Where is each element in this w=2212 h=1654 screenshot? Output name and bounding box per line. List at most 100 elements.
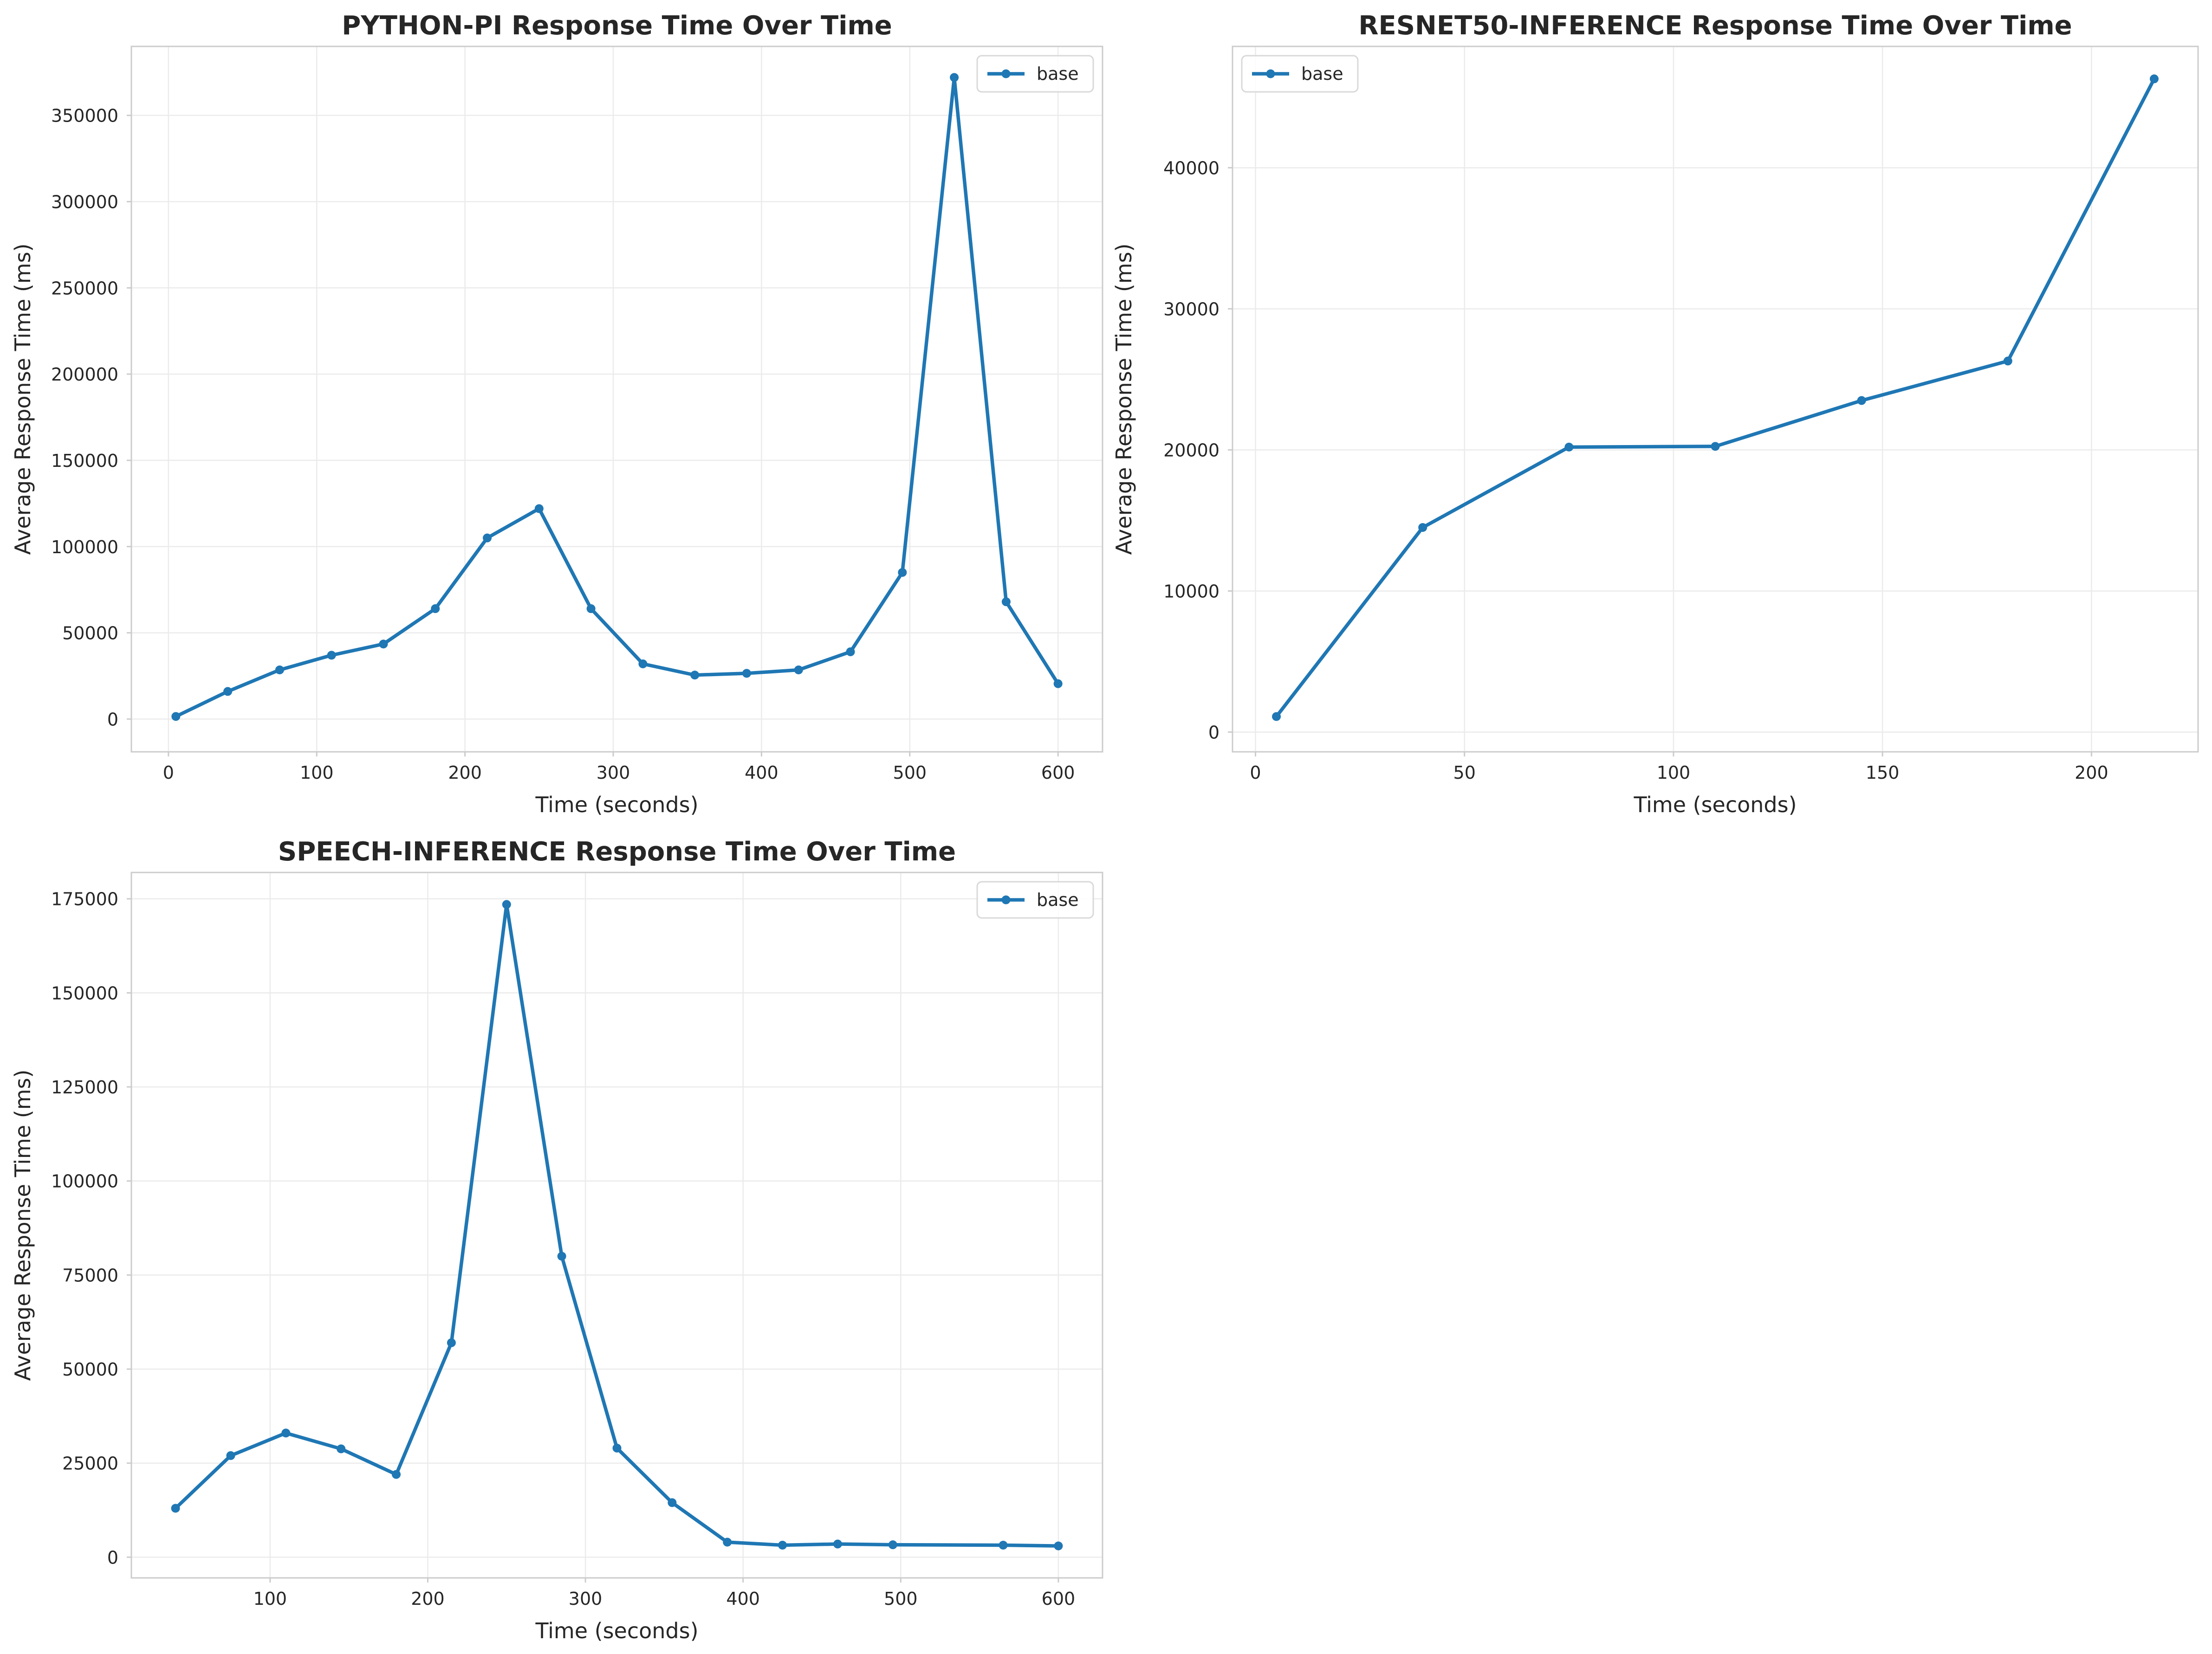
series-line-base	[174, 903, 1060, 1548]
data-point	[668, 1498, 677, 1507]
x-tick-label: 150	[1866, 762, 1900, 783]
x-tick-label: 400	[726, 1589, 760, 1609]
y-tick-label: 30000	[1163, 299, 1220, 319]
data-point	[534, 504, 544, 513]
data-point	[1418, 523, 1427, 532]
x-tick-label: 200	[448, 762, 482, 783]
legend: base	[976, 55, 1094, 93]
y-tick-label: 10000	[1163, 581, 1220, 601]
x-tick-label: 0	[163, 762, 174, 783]
data-point	[1564, 442, 1574, 452]
y-tick-label: 200000	[51, 364, 118, 385]
chart-2: 100 200 300 400 500 600 0 25000 50000 75000 100000…	[10, 837, 1103, 1643]
x-tick-label: 500	[884, 1589, 918, 1609]
y-tick-label: 0	[1208, 722, 1220, 743]
legend-box	[976, 55, 1094, 93]
legend-marker	[1001, 69, 1011, 78]
data-point	[778, 1540, 787, 1550]
data-point	[223, 687, 233, 696]
chart-1: 0 50 100 150 200 0 10000 20000 30000 40000 RESNET5…	[1111, 11, 2199, 817]
data-point	[275, 665, 284, 674]
data-point	[950, 73, 959, 82]
x-tick-label: 0	[1250, 762, 1261, 783]
x-tick-label: 300	[569, 1589, 603, 1609]
data-point	[723, 1538, 732, 1547]
data-point	[392, 1470, 401, 1479]
data-point	[1001, 597, 1011, 607]
data-point	[999, 1540, 1008, 1550]
x-tick-label: 100	[253, 1589, 287, 1609]
data-point	[1857, 396, 1866, 405]
legend-marker	[1266, 69, 1275, 78]
data-point	[1053, 679, 1063, 688]
y-tick-label: 40000	[1163, 158, 1220, 178]
x-tick-label: 400	[745, 762, 778, 783]
data-point	[1054, 1541, 1063, 1551]
x-axis-label: Time (seconds)	[1633, 792, 1797, 817]
x-tick-label: 200	[2075, 762, 2108, 783]
data-point	[327, 651, 336, 660]
legend: base	[976, 881, 1094, 919]
x-axis-label: Time (seconds)	[535, 792, 698, 817]
legend: base	[1241, 55, 1359, 93]
data-point	[690, 671, 700, 680]
legend-marker	[1001, 895, 1011, 905]
data-point	[502, 900, 511, 909]
data-point	[483, 533, 492, 543]
chart-title: SPEECH-INFERENCE Response Time Over Time	[278, 837, 956, 867]
y-tick-label: 150000	[51, 451, 118, 471]
plot-frame	[1232, 45, 2199, 753]
y-tick-label: 75000	[62, 1265, 118, 1286]
series-line-base	[1274, 77, 2156, 718]
x-tick-label: 100	[300, 762, 334, 783]
data-point	[1711, 442, 1720, 451]
chart-title: PYTHON-PI Response Time Over Time	[342, 11, 892, 41]
data-point	[612, 1443, 622, 1453]
data-point	[557, 1252, 566, 1261]
chart-title: RESNET50-INFERENCE Response Time Over Ti…	[1358, 11, 2072, 41]
data-point	[226, 1451, 235, 1460]
data-point	[2149, 74, 2159, 84]
y-tick-label: 300000	[51, 192, 118, 212]
y-tick-label: 250000	[51, 278, 118, 298]
data-point	[2003, 356, 2012, 366]
y-axis-label: Average Response Time (ms)	[1111, 244, 1136, 555]
y-tick-label: 50000	[62, 1359, 118, 1380]
x-tick-label: 500	[893, 762, 927, 783]
x-axis-label: Time (seconds)	[535, 1618, 698, 1643]
legend-label: base	[1037, 64, 1079, 84]
y-axis-label: Average Response Time (ms)	[10, 244, 35, 555]
y-tick-label: 20000	[1163, 440, 1220, 460]
x-tick-label: 200	[411, 1589, 445, 1609]
data-point	[281, 1428, 291, 1438]
plot-frame	[130, 45, 1103, 753]
plot-frame	[130, 872, 1103, 1579]
y-tick-label: 0	[107, 709, 118, 730]
data-point	[586, 604, 596, 614]
data-point	[431, 604, 440, 614]
data-point	[1272, 712, 1281, 721]
data-point	[337, 1444, 346, 1454]
y-tick-label: 100000	[51, 537, 118, 557]
y-tick-label: 150000	[51, 983, 118, 1003]
data-point	[447, 1338, 456, 1347]
y-tick-label: 175000	[51, 889, 118, 910]
data-point	[638, 659, 648, 668]
data-point	[888, 1540, 897, 1550]
legend-label: base	[1037, 890, 1079, 910]
data-point	[846, 647, 855, 656]
data-point	[898, 568, 907, 577]
legend-box	[1241, 55, 1359, 93]
x-tick-label: 100	[1657, 762, 1691, 783]
y-tick-label: 125000	[51, 1077, 118, 1098]
x-tick-label: 50	[1453, 762, 1476, 783]
y-tick-label: 25000	[62, 1454, 118, 1474]
x-tick-label: 600	[1041, 762, 1075, 783]
x-tick-label: 300	[597, 762, 630, 783]
y-tick-label: 0	[107, 1547, 118, 1568]
x-tick-label: 600	[1042, 1589, 1076, 1609]
y-tick-label: 50000	[62, 623, 118, 644]
series-line-base	[174, 76, 1060, 718]
data-point	[379, 640, 388, 649]
